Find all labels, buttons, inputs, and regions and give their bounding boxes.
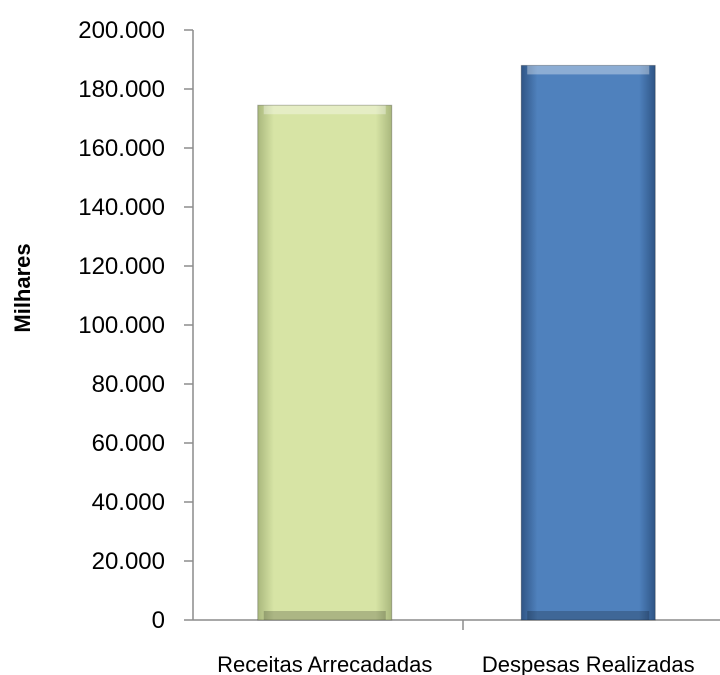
y-tick-label: 120.000 — [78, 253, 165, 280]
bar-outline — [257, 104, 393, 621]
y-tick-label: 40.000 — [92, 489, 165, 516]
y-tick-label: 60.000 — [92, 430, 165, 457]
bar-despesas-realizadas — [521, 65, 656, 620]
y-tick-label: 160.000 — [78, 135, 165, 162]
y-tick-label: 200.000 — [78, 17, 165, 44]
bar-bevel-bottom — [263, 611, 386, 620]
y-tick-label: 80.000 — [92, 371, 165, 398]
bar-bevel-bottom — [527, 611, 650, 620]
y-tick-label: 100.000 — [78, 312, 165, 339]
bar-bevel-top — [527, 65, 650, 75]
y-tick-label: 0 — [152, 607, 165, 634]
x-category-label: Receitas Arrecadadas — [217, 652, 432, 675]
bar-outline — [520, 64, 656, 621]
y-tick-label: 20.000 — [92, 548, 165, 575]
bars — [257, 64, 656, 621]
bar-receitas-arrecadadas — [257, 105, 392, 621]
y-axis-title: Milhares — [10, 243, 35, 332]
y-tick-label: 140.000 — [78, 194, 165, 221]
x-category-label: Despesas Realizadas — [482, 652, 695, 675]
y-axis-ticks: 0 20.000 40.000 60.000 80.000 100.000 120.000 1… — [78, 17, 193, 634]
x-axis-category-labels: Receitas Arrecadadas Despesas Realizadas — [217, 652, 695, 675]
bar-bevel-top — [263, 105, 386, 115]
y-tick-label: 180.000 — [78, 76, 165, 103]
